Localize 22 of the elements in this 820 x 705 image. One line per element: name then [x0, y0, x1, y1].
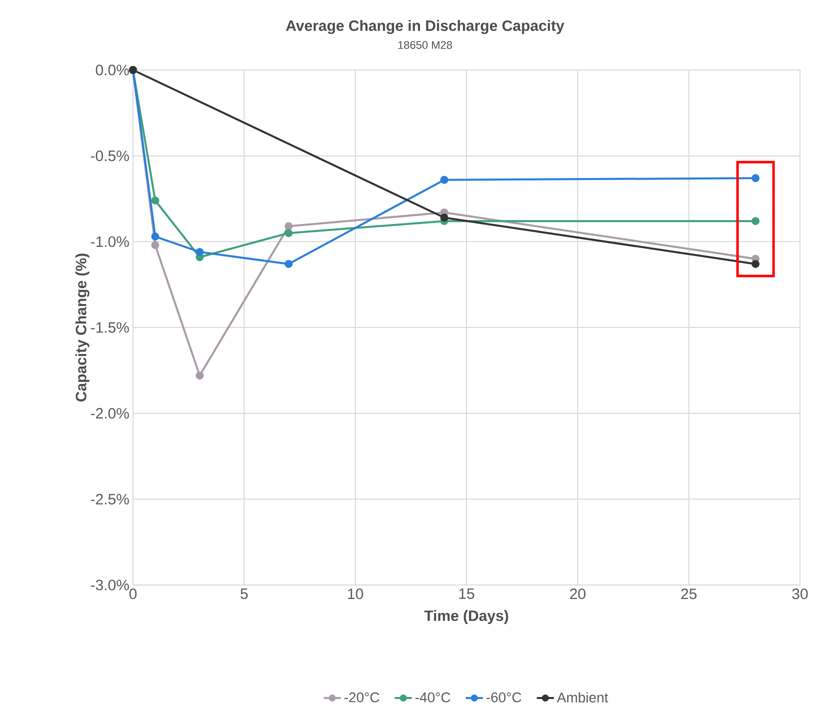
y-tick-label: -2.0% [90, 408, 129, 419]
y-tick-label: -0.5% [90, 150, 129, 162]
x-tick-label: 10 [348, 588, 364, 600]
y-tick-label: -3.0% [90, 580, 129, 590]
y-tick-label: -2.5% [90, 494, 129, 504]
y-tick-label: 0.0% [96, 64, 129, 76]
x-tick-label: 0 [129, 588, 137, 600]
chart-subtitle: 18650 M28 [398, 41, 452, 49]
y-tick-label: -1.0% [90, 236, 129, 247]
legend-label: -60°C [486, 692, 522, 702]
x-axis-title: Time (Days) [424, 610, 508, 624]
legend-label: -20°C [344, 692, 380, 702]
legend-label: -40°C [415, 692, 450, 702]
x-tick-label: 25 [681, 588, 697, 600]
y-axis-title: Capacity Change (%) [75, 254, 90, 402]
x-tick-label: 20 [570, 588, 586, 600]
x-tick-label: 30 [792, 588, 808, 600]
x-tick-label: 15 [459, 588, 474, 599]
y-tick-label: -1.5% [90, 322, 129, 333]
legend-label: Ambient [556, 692, 608, 702]
chart-title: Average Change in Discharge Capacity [286, 20, 564, 34]
x-tick-label: 5 [240, 588, 248, 599]
